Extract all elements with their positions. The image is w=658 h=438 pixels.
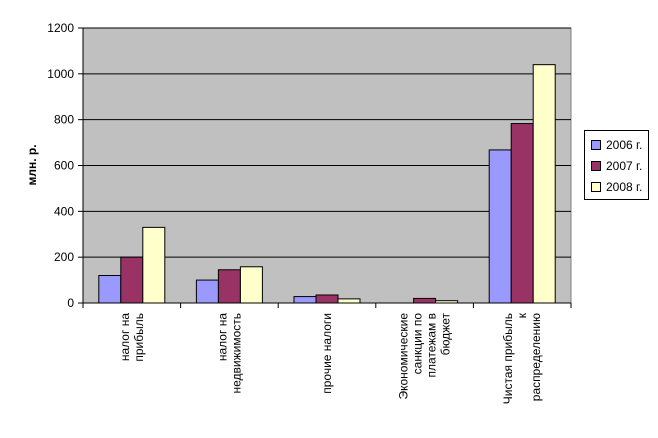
bars <box>98 64 556 304</box>
x-tick-label-line: налог на <box>118 313 132 361</box>
x-tick-label: налог на недвижимость <box>215 313 243 394</box>
x-tick-label: Экономические санкции по платежам в бюджет <box>397 313 453 400</box>
legend-label-2008: 2008 г. <box>606 180 643 194</box>
axes <box>78 27 572 308</box>
x-tick-label-line: налог на <box>215 313 229 361</box>
legend-swatch-2006 <box>591 140 601 150</box>
legend-item-2006: 2006 г. <box>591 138 642 152</box>
bar <box>488 149 512 304</box>
bar <box>315 294 339 304</box>
x-tick-label-line: к <box>515 312 529 318</box>
legend-label-2007: 2007 г. <box>606 159 643 173</box>
bar <box>195 279 219 304</box>
bar <box>98 275 122 304</box>
bar <box>510 123 534 304</box>
y-tick-label: 1000 <box>47 67 74 81</box>
bar <box>293 296 317 304</box>
y-tick-label: 400 <box>54 204 74 218</box>
x-tick-label: налог на прибыль <box>118 313 146 362</box>
bar <box>239 266 263 304</box>
legend-item-2007: 2007 г. <box>591 159 642 173</box>
legend-label-2006: 2006 г. <box>606 138 643 152</box>
x-tick-labels: налог на прибыль налог на недвижимость прочи… <box>118 312 543 404</box>
x-tick-label-line: платежам в <box>425 313 439 377</box>
y-tick-label: 200 <box>54 250 74 264</box>
x-tick-label-line: распределению <box>529 313 543 401</box>
x-tick-label-line: санкции по <box>411 313 425 375</box>
x-tick-label-line: Чистая прибыль <box>501 313 515 404</box>
y-tick-label: 0 <box>67 296 74 310</box>
y-tick-label: 800 <box>54 113 74 127</box>
x-tick-label-line: прочие налоги <box>320 313 334 394</box>
bar <box>120 256 144 304</box>
x-tick-label: Чистая прибыль к распределению <box>501 312 543 404</box>
y-tick-labels: 0 200 400 600 800 1000 1200 <box>47 21 74 310</box>
bar <box>217 269 241 304</box>
x-tick-label-line: прибыль <box>132 313 146 362</box>
x-tick-label-line: недвижимость <box>229 313 243 394</box>
x-tick-label-line: бюджет <box>439 313 453 356</box>
x-tick-label-line: Экономические <box>397 313 411 400</box>
bar <box>337 298 361 304</box>
y-tick-label: 600 <box>54 159 74 173</box>
bar <box>142 226 166 304</box>
bar <box>532 64 556 304</box>
y-tick-label: 1200 <box>47 21 74 35</box>
legend-swatch-2007 <box>591 161 601 171</box>
bar <box>413 297 437 304</box>
legend-swatch-2008 <box>591 182 601 192</box>
y-axis-label: млн. р. <box>25 144 39 185</box>
x-tick-label: прочие налоги <box>320 313 334 394</box>
legend-item-2008: 2008 г. <box>591 180 642 194</box>
legend: 2006 г. 2007 г. 2008 г. <box>584 130 649 200</box>
